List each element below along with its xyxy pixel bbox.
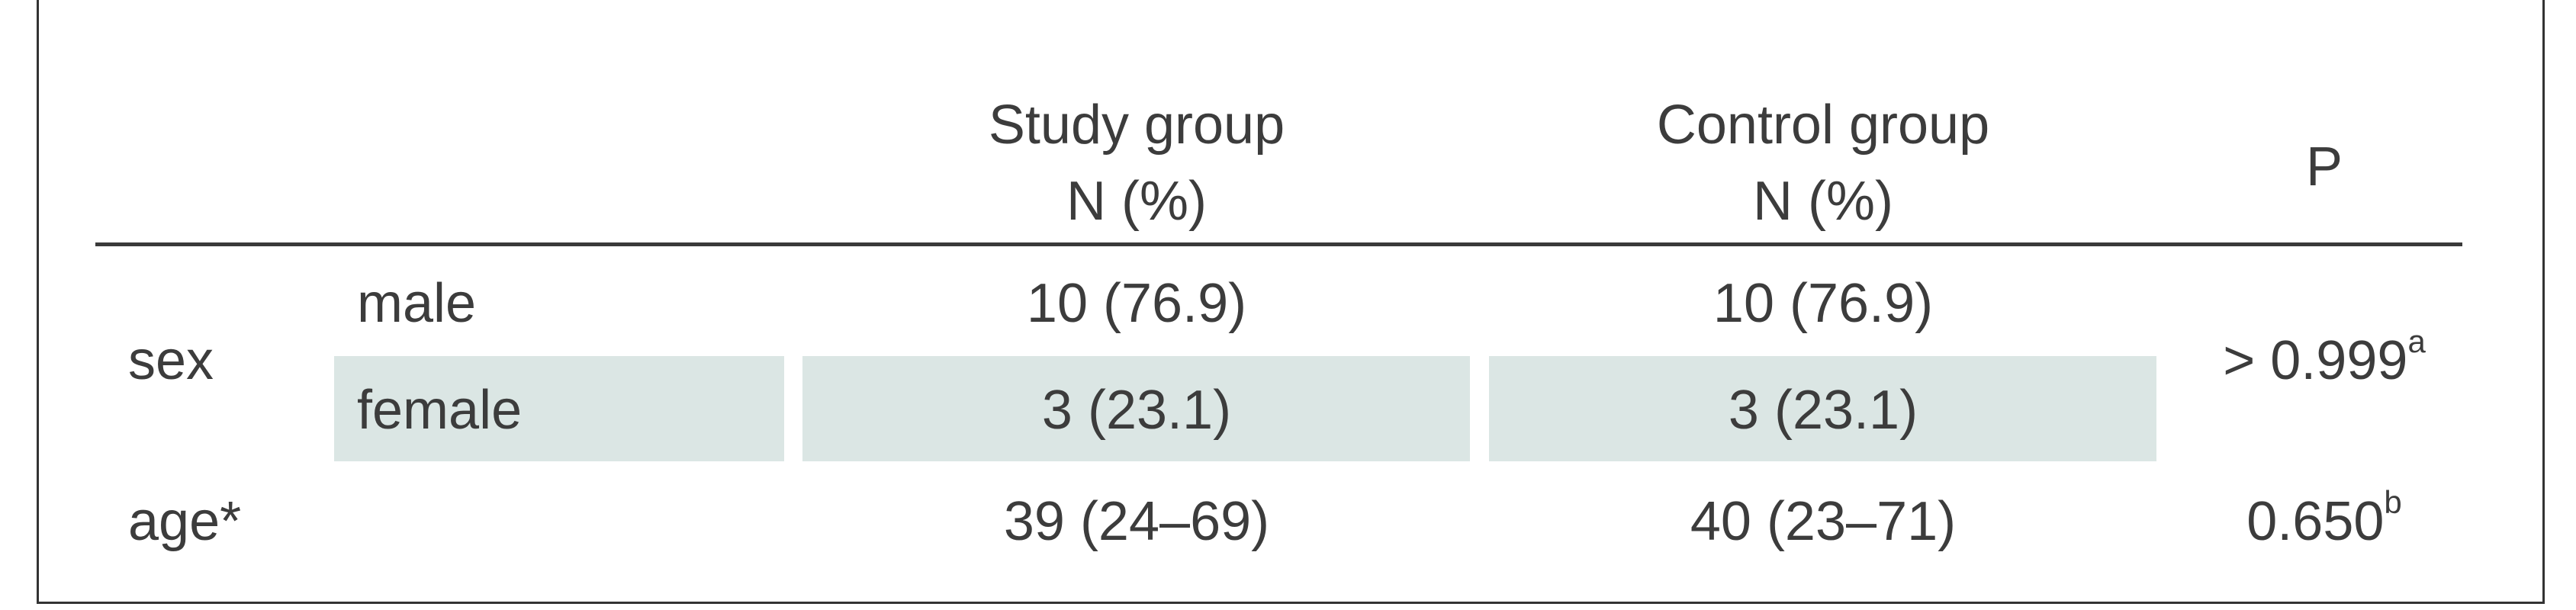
header-control-group: Control group bbox=[1656, 95, 1990, 156]
header-control-unit: N (%) bbox=[1753, 171, 1893, 232]
cell-female-study: 3 (23.1) bbox=[1041, 380, 1232, 441]
header-p: P bbox=[2305, 136, 2343, 197]
shade-female-label bbox=[334, 356, 784, 461]
cell-age-study: 39 (24–69) bbox=[1003, 491, 1270, 552]
shade-female-study bbox=[802, 356, 1470, 461]
row-sub-female: female bbox=[357, 380, 523, 441]
header-study-group: Study group bbox=[988, 95, 1285, 156]
p-value-age: 0.650b bbox=[2246, 484, 2402, 552]
row-group-age: age* bbox=[128, 491, 242, 552]
row-group-sex: sex bbox=[128, 330, 214, 391]
shade-female-control bbox=[1489, 356, 2156, 461]
row-sub-male: male bbox=[357, 273, 477, 334]
cell-age-control: 40 (23–71) bbox=[1690, 491, 1957, 552]
cell-male-control: 10 (76.9) bbox=[1713, 273, 1934, 334]
cell-male-study: 10 (76.9) bbox=[1026, 273, 1247, 334]
p-value-sex: > 0.999a bbox=[2223, 323, 2426, 391]
header-study-unit: N (%) bbox=[1066, 171, 1207, 232]
header-rule bbox=[95, 242, 2462, 246]
table-frame bbox=[37, 0, 2545, 604]
cell-female-control: 3 (23.1) bbox=[1728, 380, 1918, 441]
